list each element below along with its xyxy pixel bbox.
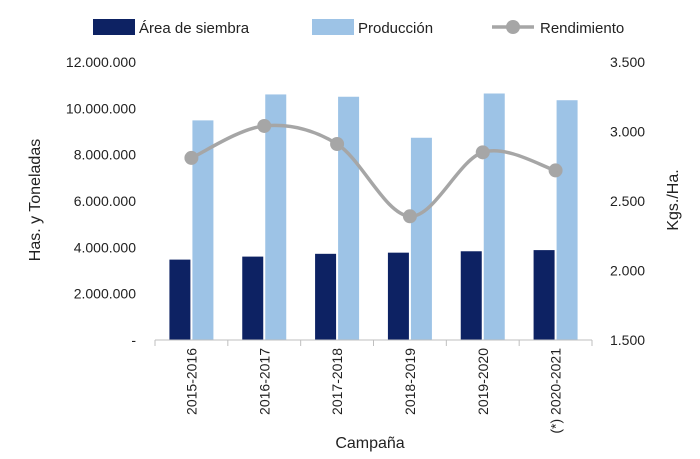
y-tick-label: 2.000.000 (74, 286, 136, 302)
legend-rendimiento-swatch-marker (506, 20, 520, 34)
rendimiento-point-0 (184, 150, 199, 165)
y-tick-label: 12.000.000 (66, 54, 136, 70)
area-bar-0 (169, 259, 191, 340)
legend-area-label: Área de siembra (139, 20, 250, 37)
rendimiento-point-4 (475, 145, 490, 160)
y-tick-label: 6.000.000 (74, 193, 136, 209)
x-tick-label: 2016-2017 (256, 348, 272, 415)
legend-produccion-label: Producción (358, 20, 433, 37)
y2-tick-label: 3.000 (610, 124, 645, 140)
area-bar-3 (387, 252, 409, 340)
produccion-bar-0 (192, 120, 214, 340)
x-axis: 2015-2016 2016-2017 2017-2018 2018-2019 2019… (154, 339, 593, 434)
x-tick-label: 2018-2019 (402, 348, 418, 415)
y2-tick-label: 1.500 (610, 332, 645, 348)
area-bar-4 (460, 251, 482, 340)
y-axis-left: - 2.000.000 4.000.000 6.000.000 8.000.000 10.… (66, 54, 136, 348)
y2-tick-label: 3.500 (610, 54, 645, 70)
y-tick-label: 10.000.000 (66, 100, 136, 116)
produccion-bar-5 (556, 100, 578, 340)
area-bar-1 (242, 256, 264, 340)
produccion-bar-4 (483, 93, 505, 340)
x-tick-label: (*) 2020-2021 (548, 348, 564, 434)
area-bar-2 (315, 253, 337, 340)
produccion-bar-1 (265, 94, 287, 340)
y-axis-label: Has. y Toneladas (27, 139, 44, 261)
produccion-bar-2 (338, 96, 360, 340)
x-axis-label: Campaña (335, 435, 404, 452)
x-tick-label: 2015-2016 (183, 348, 199, 415)
y2-tick-label: 2.500 (610, 193, 645, 209)
rendimiento-point-2 (330, 137, 345, 152)
y-tick-label: 8.000.000 (74, 147, 136, 163)
rendimiento-point-1 (257, 118, 272, 133)
y-axis-right: 1.500 2.000 2.500 3.000 3.500 (610, 54, 645, 348)
produccion-bar-3 (410, 137, 432, 340)
y-tick-label: - (131, 332, 136, 348)
y2-axis-label: Kgs./Ha. (665, 169, 682, 230)
y2-tick-label: 2.000 (610, 263, 645, 279)
y-tick-label: 4.000.000 (74, 239, 136, 255)
bars (169, 93, 578, 340)
legend-produccion-swatch (312, 19, 354, 35)
rendimiento-line-layer (184, 118, 563, 224)
legend: Área de siembra Producción Rendimiento (93, 19, 624, 37)
area-bar-5 (533, 250, 555, 340)
x-tick-label: 2019-2020 (475, 348, 491, 415)
legend-area-swatch (93, 19, 135, 35)
rendimiento-point-3 (402, 209, 417, 224)
rendimiento-point-5 (548, 163, 563, 178)
legend-rendimiento-label: Rendimiento (540, 20, 624, 37)
x-tick-label: 2017-2018 (329, 348, 345, 415)
